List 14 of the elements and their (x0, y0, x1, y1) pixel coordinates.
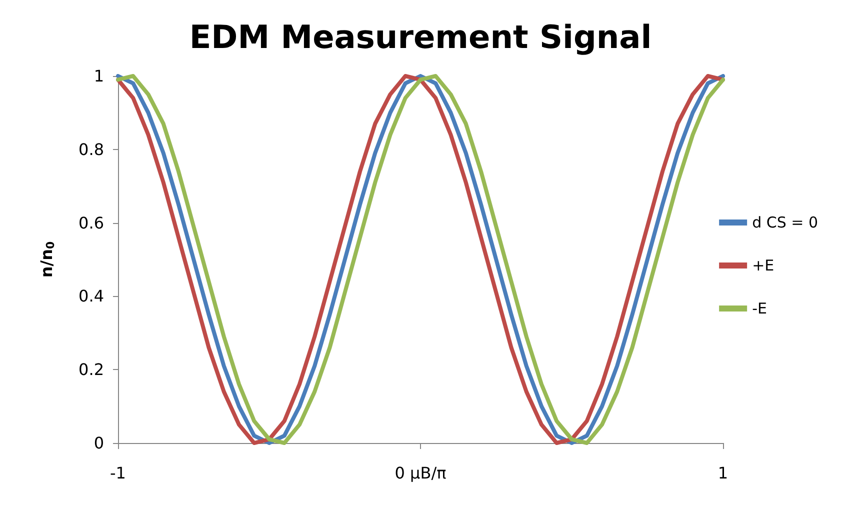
x-tick-label: -1 (110, 464, 126, 482)
legend-label: +E (752, 256, 774, 274)
y-tick-label: 0.6 (78, 213, 104, 232)
chart-title: EDM Measurement Signal (189, 18, 652, 56)
y-tick-label: 0.8 (78, 140, 104, 159)
y-tick-label: 0.4 (78, 286, 104, 306)
y-tick-label: 0.2 (78, 360, 104, 380)
x-tick-label: 1 (718, 464, 728, 482)
y-tick-label: 0 (94, 434, 104, 452)
legend-label: -E (752, 300, 767, 318)
y-tick-label: 1 (94, 66, 104, 86)
legend-label: d CS = 0 (752, 214, 818, 232)
y-axis-title: n/n0 (37, 241, 57, 278)
x-tick-label: 0 μB/π (394, 464, 447, 482)
